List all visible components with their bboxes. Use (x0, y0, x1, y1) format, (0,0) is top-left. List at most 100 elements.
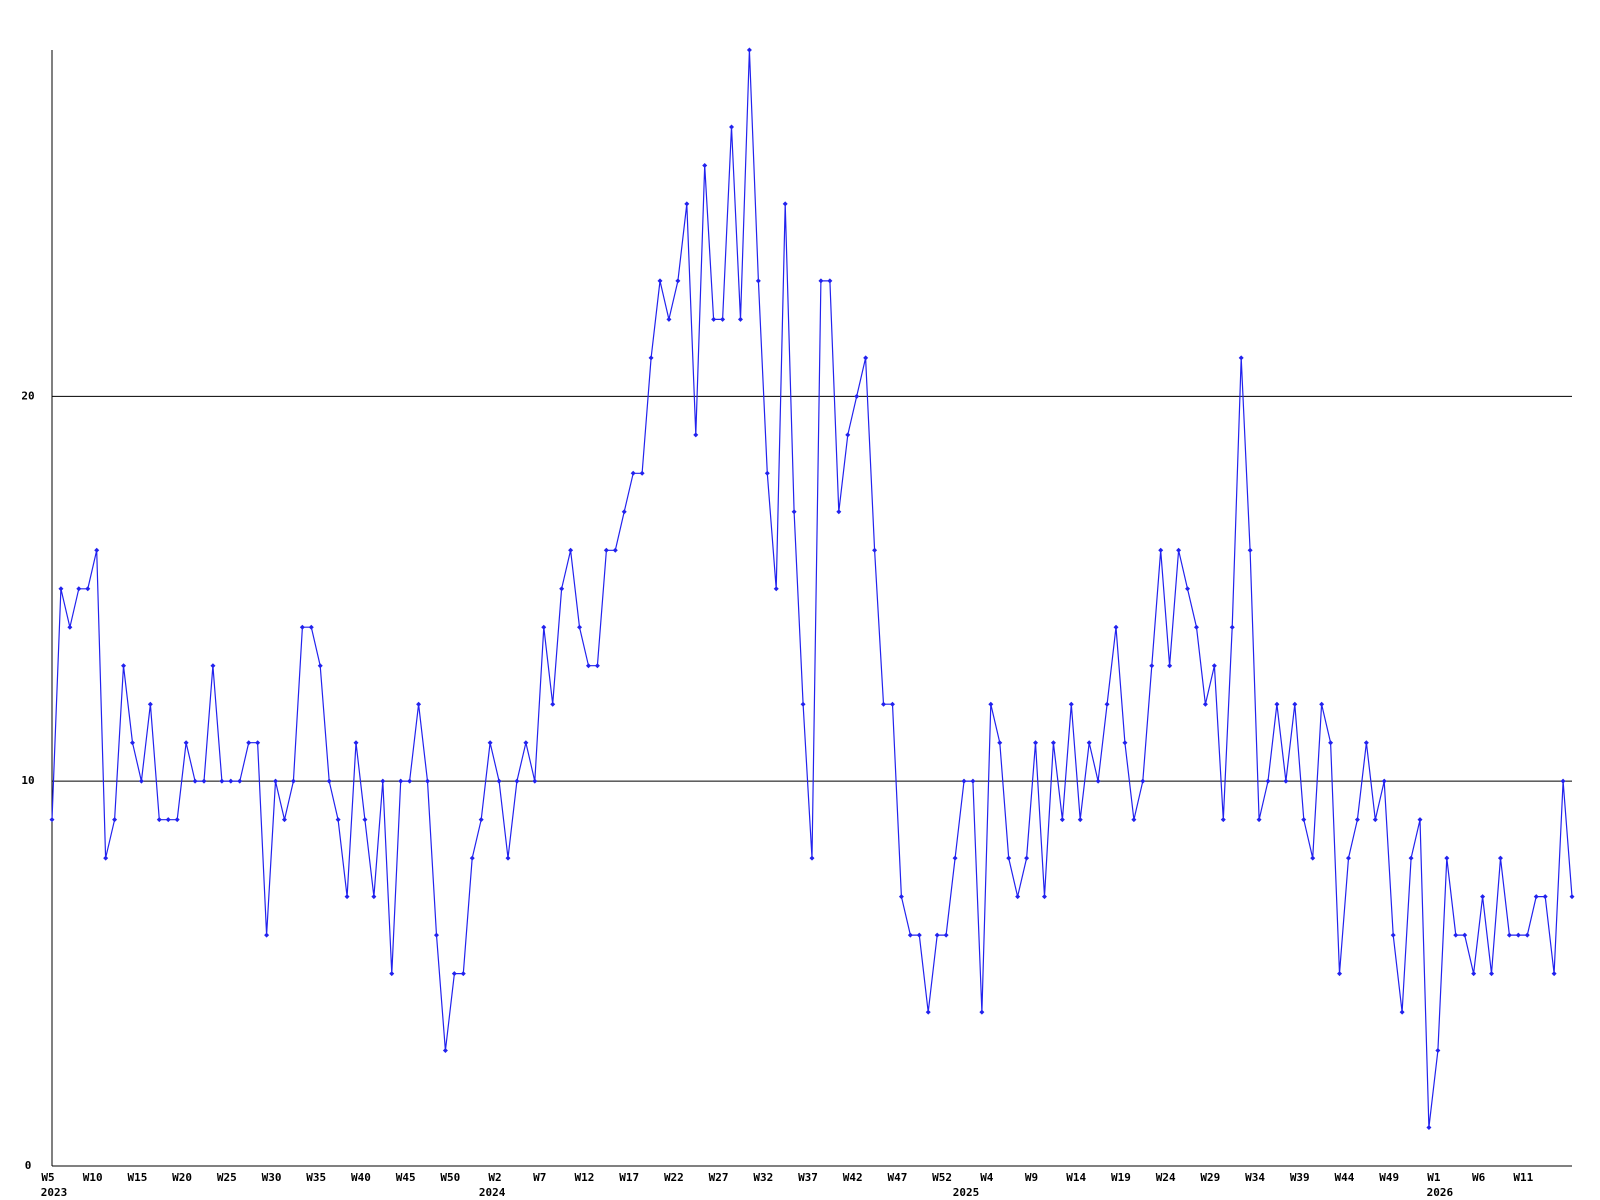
y-tick-label: 10 (21, 774, 34, 787)
data-point (898, 894, 904, 900)
data-point (371, 894, 377, 900)
data-point (1283, 778, 1289, 784)
data-point (764, 470, 770, 476)
data-point (1113, 624, 1119, 630)
x-tick-label: W10 (83, 1171, 103, 1184)
x-tick-label: W49 (1379, 1171, 1399, 1184)
data-point (228, 778, 234, 784)
data-point (1444, 855, 1450, 861)
data-point (1104, 701, 1110, 707)
data-point (773, 586, 779, 592)
data-point (782, 201, 788, 207)
data-point (353, 740, 359, 746)
data-point (183, 740, 189, 746)
data-point (460, 971, 466, 977)
data-point (737, 316, 743, 322)
data-point (1220, 817, 1226, 823)
data-point (380, 778, 386, 784)
data-point (1417, 817, 1423, 823)
data-point (1041, 894, 1047, 900)
x-tick-label: W29 (1200, 1171, 1220, 1184)
x-tick-label: W14 (1066, 1171, 1086, 1184)
x-tick-label: W35 (306, 1171, 326, 1184)
data-point (308, 624, 314, 630)
data-point (1274, 701, 1280, 707)
x-tick-label: W40 (351, 1171, 371, 1184)
data-point (577, 624, 583, 630)
data-point (934, 932, 940, 938)
data-point (219, 778, 225, 784)
data-point (1560, 778, 1566, 784)
data-point (76, 586, 82, 592)
data-point (1381, 778, 1387, 784)
data-point (755, 278, 761, 284)
data-point (1140, 778, 1146, 784)
data-point (809, 855, 815, 861)
x-tick-label: W50 (440, 1171, 460, 1184)
data-point (961, 778, 967, 784)
data-point (693, 432, 699, 438)
x-year-label: 2023 (41, 1186, 68, 1199)
data-point (1301, 817, 1307, 823)
data-point (1569, 894, 1575, 900)
data-point (1319, 701, 1325, 707)
data-point (630, 470, 636, 476)
x-tick-label: W5 (41, 1171, 54, 1184)
data-point (988, 701, 994, 707)
data-point (103, 855, 109, 861)
data-point (1363, 740, 1369, 746)
data-point (1310, 855, 1316, 861)
data-point (1328, 740, 1334, 746)
data-point (1015, 894, 1021, 900)
data-point (478, 817, 484, 823)
data-point (1086, 740, 1092, 746)
x-tick-label: W20 (172, 1171, 192, 1184)
data-point (1480, 894, 1486, 900)
data-point (1256, 817, 1262, 823)
x-tick-label: W25 (217, 1171, 237, 1184)
data-point (1524, 932, 1530, 938)
data-point (746, 47, 752, 53)
data-point (425, 778, 431, 784)
data-point (621, 509, 627, 515)
data-point (94, 547, 100, 553)
data-point (1462, 932, 1468, 938)
data-point (1238, 355, 1244, 361)
x-year-label: 2025 (953, 1186, 980, 1199)
data-point (1211, 663, 1217, 669)
data-point (1372, 817, 1378, 823)
data-point (165, 817, 171, 823)
data-point (800, 701, 806, 707)
data-point (487, 740, 493, 746)
data-point (952, 855, 958, 861)
data-point (818, 278, 824, 284)
data-point (290, 778, 296, 784)
data-point (863, 355, 869, 361)
data-point (648, 355, 654, 361)
x-tick-label: W27 (709, 1171, 729, 1184)
data-point (147, 701, 153, 707)
data-point (854, 393, 860, 399)
data-point (702, 162, 708, 168)
data-point (943, 932, 949, 938)
data-point (1202, 701, 1208, 707)
data-point (416, 701, 422, 707)
data-point (1390, 932, 1396, 938)
data-point (344, 894, 350, 900)
data-point (514, 778, 520, 784)
data-point (398, 778, 404, 784)
data-point (1489, 971, 1495, 977)
data-point (523, 740, 529, 746)
x-year-label: 2024 (479, 1186, 506, 1199)
x-tick-label: W34 (1245, 1171, 1265, 1184)
x-tick-label: W4 (980, 1171, 994, 1184)
x-tick-label: W7 (533, 1171, 546, 1184)
data-point (255, 740, 261, 746)
data-point (1435, 1048, 1441, 1054)
data-point (1193, 624, 1199, 630)
data-point (1131, 817, 1137, 823)
data-point (791, 509, 797, 515)
data-point (1497, 855, 1503, 861)
data-point (201, 778, 207, 784)
data-point (559, 586, 565, 592)
